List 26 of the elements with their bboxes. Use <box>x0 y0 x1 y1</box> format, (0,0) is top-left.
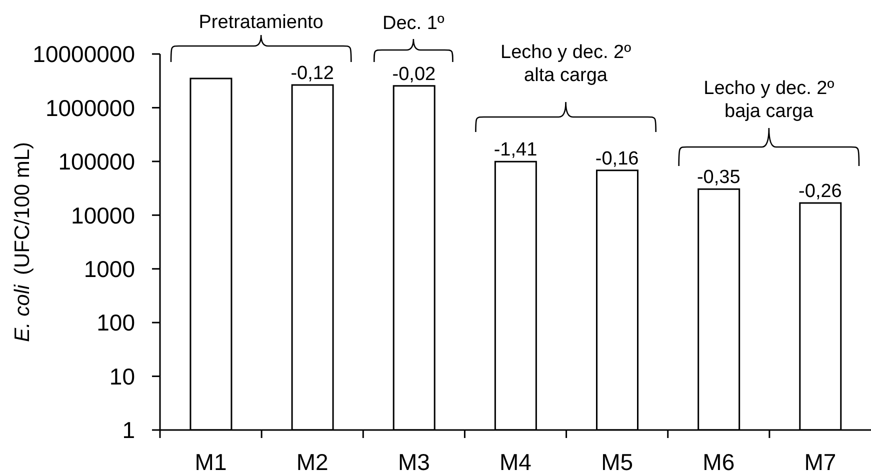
x-tick-label: M4 <box>500 449 532 473</box>
y-tick-label: 10000000 <box>32 41 135 68</box>
x-tick-label: M3 <box>398 449 430 473</box>
x-tick-label: M5 <box>601 449 634 473</box>
text: Pretratamiento <box>198 12 324 33</box>
annotation: -0,35 <box>696 167 740 188</box>
annotation: Lecho y dec. 2º baja carga <box>704 78 834 122</box>
y-tick-label: 1000 <box>84 256 135 282</box>
y-axis-title: E. coli (UFC/100 mL) <box>10 142 34 342</box>
y-tick-label: 10000 <box>71 202 135 228</box>
y-tick-label: 10 <box>109 363 135 390</box>
y-tick-label: 100 <box>96 310 135 336</box>
y-tick-label: 100000 <box>58 148 135 175</box>
annotation: -0,26 <box>798 181 842 202</box>
text: Dec. 1º <box>382 13 444 34</box>
x-tick-label: M6 <box>702 449 735 473</box>
x-tick-label: M1 <box>194 449 227 473</box>
y-tick-label: 1000000 <box>45 94 135 121</box>
y-tick-label: 1 <box>122 417 135 444</box>
annotation: -0,12 <box>290 62 334 84</box>
annotation: Lecho y dec. 2º alta carga <box>500 42 632 86</box>
annotation: -0,16 <box>595 148 639 170</box>
annotation: -0,02 <box>392 64 436 85</box>
x-tick-label: M2 <box>296 449 328 473</box>
annotation: -1,41 <box>494 140 538 161</box>
x-tick-label: M7 <box>804 449 836 473</box>
